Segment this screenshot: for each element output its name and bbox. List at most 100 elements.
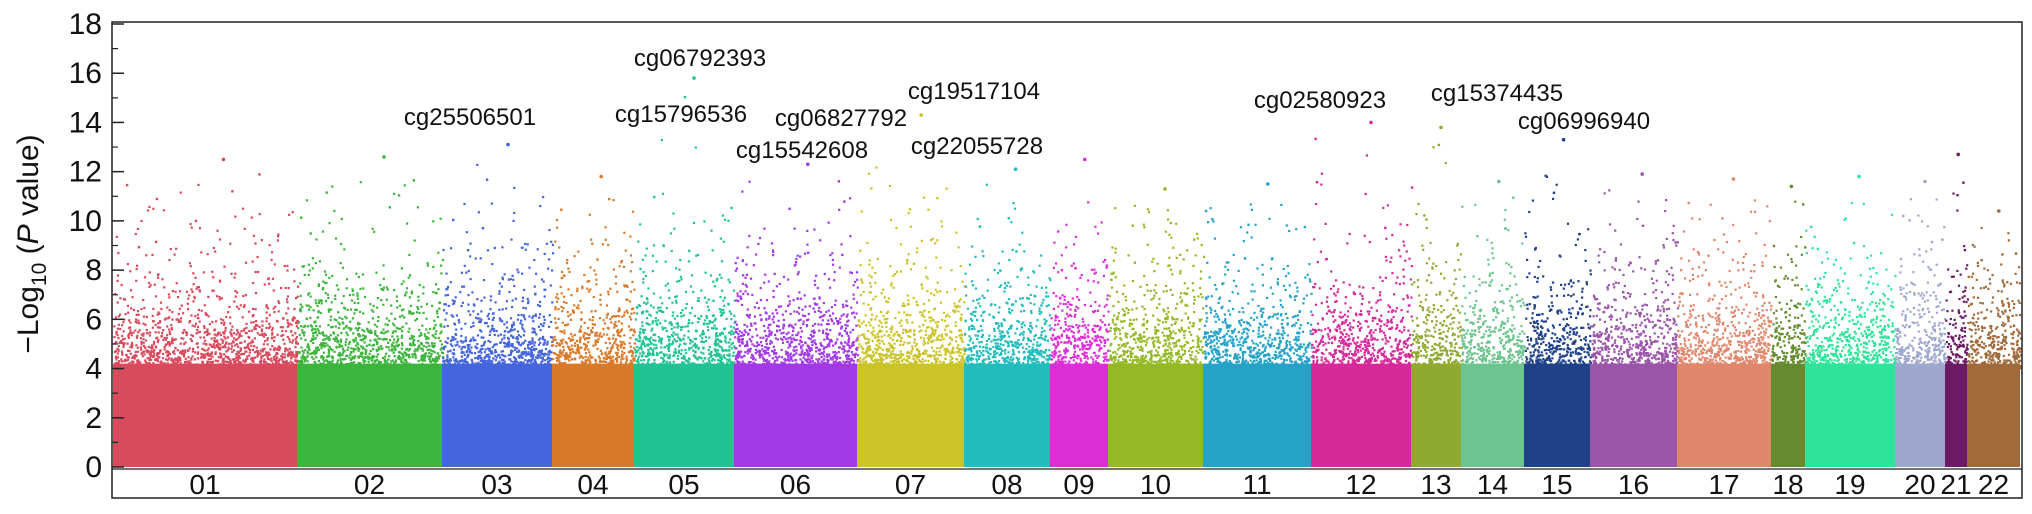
data-point xyxy=(495,364,498,367)
data-point xyxy=(763,362,766,366)
data-point xyxy=(571,335,574,338)
data-point xyxy=(280,334,283,337)
data-point xyxy=(423,353,426,356)
data-point xyxy=(374,333,377,336)
data-point xyxy=(576,290,579,293)
data-point xyxy=(253,337,256,340)
data-point xyxy=(443,325,446,328)
data-point xyxy=(826,337,829,340)
data-point xyxy=(804,358,807,361)
data-point xyxy=(265,311,268,314)
data-point xyxy=(548,364,551,367)
data-point xyxy=(442,365,445,368)
data-point xyxy=(441,258,444,262)
data-point xyxy=(253,327,256,330)
data-point xyxy=(357,275,360,279)
data-point xyxy=(785,353,788,356)
data-point xyxy=(344,357,347,361)
data-point xyxy=(759,336,762,339)
data-point xyxy=(238,332,241,335)
data-point xyxy=(284,286,287,290)
data-point xyxy=(287,307,290,310)
data-point xyxy=(779,367,782,370)
data-point xyxy=(157,276,160,279)
data-point xyxy=(291,317,294,320)
data-point xyxy=(520,246,523,249)
data-point xyxy=(571,358,574,361)
data-point xyxy=(428,327,432,330)
data-point xyxy=(414,356,417,359)
data-point xyxy=(671,314,674,317)
data-point xyxy=(690,339,693,342)
data-point xyxy=(295,340,298,343)
data-point xyxy=(415,311,419,314)
data-point xyxy=(135,336,139,339)
data-point xyxy=(644,254,647,257)
data-point xyxy=(382,303,385,306)
data-point xyxy=(776,329,779,332)
data-point xyxy=(176,360,179,363)
data-point xyxy=(516,341,519,344)
data-point xyxy=(385,352,388,355)
data-point xyxy=(583,273,586,277)
data-point xyxy=(413,353,416,356)
data-point xyxy=(840,342,843,345)
data-point xyxy=(827,359,830,362)
data-point xyxy=(426,336,429,339)
data-point xyxy=(163,362,166,365)
data-point xyxy=(136,346,139,349)
data-point xyxy=(806,319,809,322)
data-point xyxy=(358,335,361,338)
data-point xyxy=(803,354,806,357)
data-point xyxy=(421,349,424,352)
data-point xyxy=(347,363,350,366)
data-point xyxy=(299,366,302,369)
data-point xyxy=(536,357,539,360)
data-point xyxy=(819,239,822,242)
data-point xyxy=(371,317,374,320)
data-point xyxy=(918,330,921,333)
data-point xyxy=(652,306,655,309)
data-point xyxy=(182,355,186,358)
data-point xyxy=(372,354,375,358)
data-point xyxy=(652,333,655,336)
data-point xyxy=(221,358,224,362)
data-point xyxy=(800,351,803,354)
data-point xyxy=(342,322,345,325)
data-point xyxy=(128,331,131,335)
data-point xyxy=(522,306,525,309)
data-point xyxy=(684,343,687,346)
data-point xyxy=(483,296,486,299)
data-point xyxy=(716,277,719,280)
data-point xyxy=(643,336,646,339)
data-point xyxy=(158,356,161,359)
data-point xyxy=(534,361,537,364)
data-point xyxy=(811,340,814,343)
data-point xyxy=(489,308,492,311)
data-point xyxy=(606,312,610,315)
data-point xyxy=(130,307,133,310)
data-point xyxy=(177,356,180,359)
data-point xyxy=(149,364,152,367)
data-point xyxy=(810,356,813,359)
data-point xyxy=(255,346,258,349)
data-point xyxy=(672,367,675,370)
data-point xyxy=(871,350,875,353)
data-point xyxy=(707,298,710,301)
data-point xyxy=(278,358,281,361)
data-point xyxy=(384,338,387,341)
data-point xyxy=(127,349,130,352)
data-point xyxy=(326,367,329,370)
data-point xyxy=(624,249,627,252)
data-point xyxy=(309,306,312,309)
data-point xyxy=(514,357,517,360)
data-point xyxy=(280,355,284,358)
data-point xyxy=(140,340,143,343)
data-point xyxy=(171,342,174,345)
data-point xyxy=(271,329,274,332)
data-point xyxy=(740,362,743,365)
data-point xyxy=(501,320,504,323)
data-point xyxy=(599,332,602,335)
data-point xyxy=(546,358,549,361)
data-point xyxy=(346,348,349,351)
